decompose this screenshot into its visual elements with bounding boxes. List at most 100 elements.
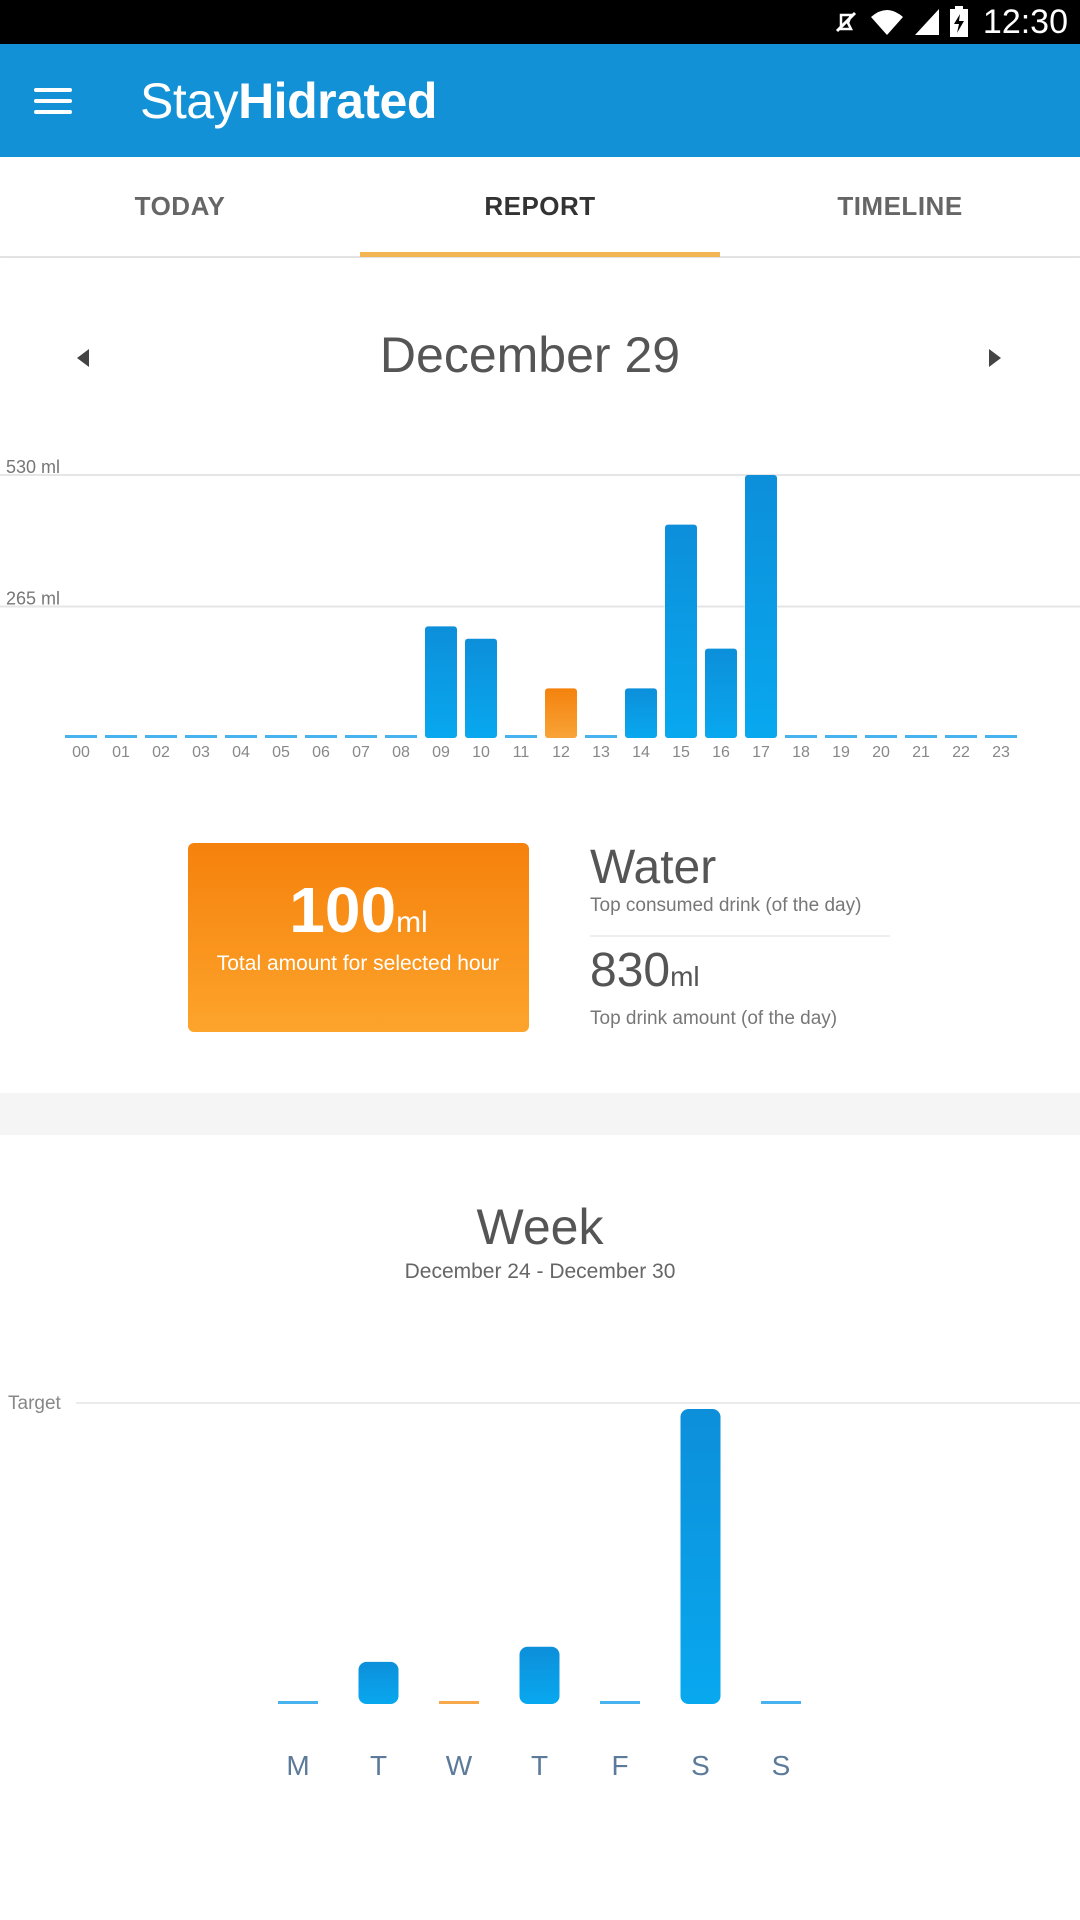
- weekly-bar-chart: Target M T W T F S S: [8, 1393, 1080, 1781]
- selected-hour-number: 100: [289, 874, 397, 946]
- hour-chart-x-tick-label: 22: [952, 744, 970, 758]
- hour-chart-x-tick-label: 08: [392, 744, 410, 758]
- hour-chart-x-tick-label: 06: [312, 744, 330, 758]
- hour-chart-x-tick-label: 00: [72, 744, 90, 758]
- week-chart-day-label: T: [531, 1750, 548, 1781]
- week-chart-day-label: T: [370, 1750, 387, 1781]
- hour-chart-x-tick-label: 20: [872, 744, 890, 758]
- hour-bar-empty[interactable]: [185, 735, 217, 738]
- app-title-light: Stay: [140, 73, 239, 129]
- signal-icon: [914, 9, 939, 35]
- hour-bar-empty[interactable]: [145, 735, 177, 738]
- day-bar[interactable]: [680, 1409, 721, 1704]
- hourly-bar-chart: 265 ml 530 ml 00 01 02 03 04 05 06 07 08 09 10 11 12 13…: [0, 458, 1080, 758]
- arrow-right-icon[interactable]: [976, 340, 1012, 376]
- wifi-icon: [870, 10, 903, 35]
- top-drink-amount: 830ml: [590, 947, 890, 1006]
- hour-chart-x-tick-label: 07: [352, 744, 370, 758]
- hour-bar-empty[interactable]: [265, 735, 297, 738]
- app-title: StayHidrated: [140, 72, 437, 130]
- section-separator: [0, 1093, 1080, 1135]
- top-drink-amount-number: 830: [590, 944, 671, 997]
- hour-bar-empty[interactable]: [985, 735, 1017, 738]
- hour-chart-x-tick-label: 03: [192, 744, 210, 758]
- hour-chart-x-tick-label: 09: [432, 744, 450, 758]
- hour-bar-selected[interactable]: [545, 688, 577, 738]
- hour-bar-empty[interactable]: [105, 735, 137, 738]
- hour-chart-x-tick-label: 01: [112, 744, 130, 758]
- hour-chart-y-tick-label: 265 ml: [6, 589, 60, 609]
- day-bar[interactable]: [358, 1661, 399, 1704]
- week-chart-day-label: M: [286, 1750, 309, 1781]
- top-drink-name: Water: [590, 841, 717, 894]
- hour-bar[interactable]: [425, 626, 457, 738]
- hour-chart-x-tick-label: 16: [712, 744, 730, 758]
- hour-chart-x-tick-label: 11: [513, 744, 530, 758]
- status-time: 12:30: [982, 2, 1068, 41]
- hour-bar-empty[interactable]: [585, 735, 617, 738]
- tab-indicator: [360, 252, 720, 257]
- hour-chart-x-tick-label: 02: [152, 744, 170, 758]
- hour-chart-x-tick-label: 15: [672, 744, 690, 758]
- app-bar: StayHidrated: [0, 44, 1080, 157]
- hour-chart-x-tick-label: 19: [832, 744, 850, 758]
- hour-chart-x-tick-label: 17: [752, 744, 770, 758]
- tab-timeline[interactable]: TIMELINE: [837, 191, 963, 221]
- arrow-left-icon[interactable]: [66, 340, 102, 376]
- selected-hour-caption: Total amount for selected hour: [216, 952, 500, 975]
- hour-bar-empty[interactable]: [385, 735, 417, 738]
- tab-today[interactable]: TODAY: [134, 191, 226, 221]
- report-date: December 29: [379, 327, 681, 383]
- menu-icon[interactable]: [30, 76, 80, 126]
- hour-bar-empty[interactable]: [945, 735, 977, 738]
- day-bar-empty[interactable]: [600, 1701, 640, 1704]
- hour-bar-empty[interactable]: [505, 735, 537, 738]
- hour-bar[interactable]: [745, 475, 777, 738]
- hour-chart-x-tick-label: 05: [272, 744, 290, 758]
- hour-chart-x-tick-label: 04: [232, 744, 250, 758]
- day-report-card: December 29 265 ml 530 ml 00 01 02 03 04 05 06 07…: [0, 258, 1080, 1093]
- tab-bar: TODAY REPORT TIMELINE: [0, 157, 1080, 258]
- week-chart-day-label: S: [691, 1750, 710, 1781]
- hour-chart-x-tick-label: 13: [592, 744, 610, 758]
- week-chart-day-label: F: [611, 1750, 628, 1781]
- hour-bar-empty[interactable]: [785, 735, 817, 738]
- week-range: December 24 - December 30: [404, 1260, 676, 1283]
- hour-chart-x-tick-label: 18: [792, 744, 810, 758]
- hour-bar-empty[interactable]: [305, 735, 337, 738]
- top-drink-summary: Water Top consumed drink (of the day) 83…: [590, 843, 890, 1030]
- app-title-bold: Hidrated: [238, 73, 437, 129]
- hour-bar[interactable]: [625, 688, 657, 738]
- hour-bar-empty[interactable]: [345, 735, 377, 738]
- day-bar-selected[interactable]: [439, 1701, 479, 1704]
- week-chart-day-label: W: [446, 1750, 473, 1781]
- hour-bar-empty[interactable]: [825, 735, 857, 738]
- hour-bar-empty[interactable]: [865, 735, 897, 738]
- selected-hour-value: 100ml: [188, 873, 529, 947]
- hour-chart-x-tick-label: 10: [472, 744, 490, 758]
- hour-bar-empty[interactable]: [905, 735, 937, 738]
- mute-icon: [835, 11, 856, 33]
- week-chart-day-label: S: [772, 1750, 791, 1781]
- top-drink-amount-unit: ml: [670, 961, 700, 992]
- hour-chart-x-tick-label: 23: [992, 744, 1010, 758]
- selected-hour-unit: ml: [396, 906, 428, 939]
- hour-chart-x-tick-label: 21: [912, 744, 930, 758]
- hour-chart-y-tick-label: 530 ml: [6, 458, 60, 477]
- week-title: Week: [476, 1199, 604, 1255]
- tab-report[interactable]: REPORT: [484, 191, 596, 221]
- status-bar: 12:30: [0, 0, 1080, 44]
- hour-bar-empty[interactable]: [65, 735, 97, 738]
- hour-bar[interactable]: [705, 648, 737, 738]
- battery-charging-icon: [949, 6, 968, 37]
- status-icons: 12:30: [831, 2, 1068, 42]
- day-bar[interactable]: [519, 1646, 560, 1704]
- hour-bar[interactable]: [665, 524, 697, 738]
- hour-chart-x-tick-label: 12: [552, 744, 570, 758]
- top-drink-caption: Top consumed drink (of the day): [590, 895, 862, 916]
- day-bar-empty[interactable]: [761, 1701, 801, 1704]
- hour-bar[interactable]: [465, 638, 497, 738]
- day-bar-empty[interactable]: [278, 1701, 318, 1704]
- selected-hour-box: 100ml Total amount for selected hour: [188, 843, 529, 1032]
- hour-bar-empty[interactable]: [225, 735, 257, 738]
